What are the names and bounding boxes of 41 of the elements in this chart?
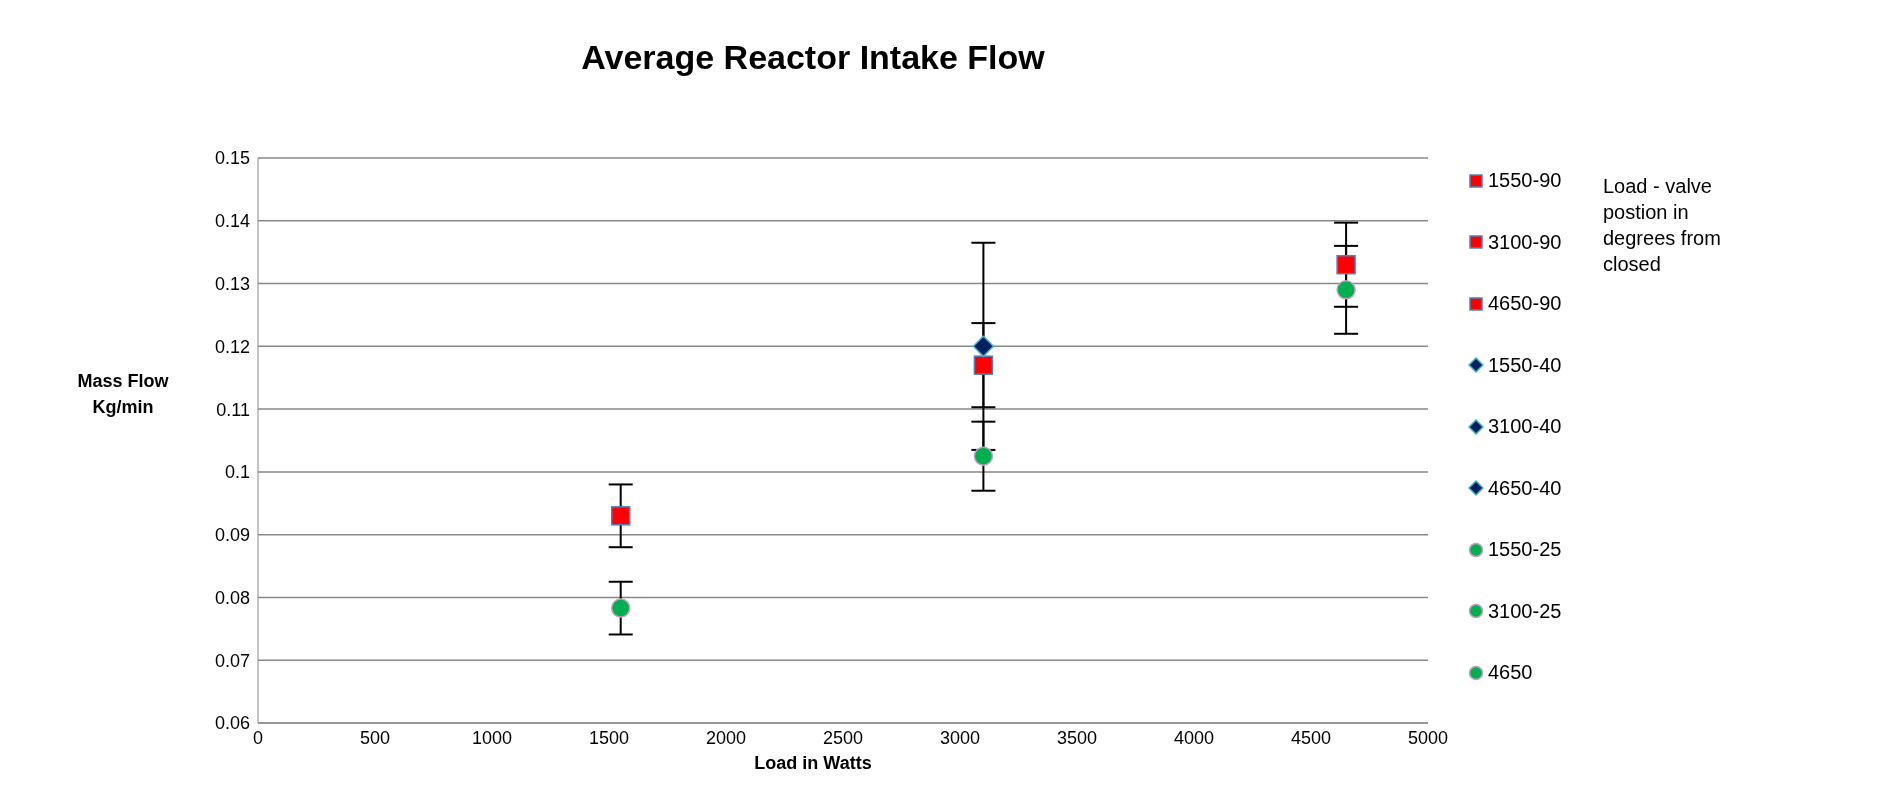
y-axis-title: Mass Flow Kg/min	[76, 370, 170, 419]
x-axis-title: Load in Watts	[753, 753, 873, 774]
x-tick-label: 3000	[939, 727, 981, 748]
x-tick-label: 500	[359, 727, 391, 748]
y-tick-label: 0.11	[216, 399, 250, 420]
legend-label: 3100-25	[1487, 598, 1562, 624]
x-tick-label: 3500	[1056, 727, 1098, 748]
chart-title: Average Reactor Intake Flow	[580, 38, 1046, 77]
x-tick-label: 5000	[1407, 727, 1449, 748]
point	[610, 506, 631, 526]
legend-title: Load - valve postion in degrees from closed	[1603, 174, 1722, 277]
point	[1336, 280, 1356, 300]
legend-label: 4650	[1487, 660, 1534, 686]
legend-label: 4650-40	[1487, 475, 1562, 501]
y-tick-label: 0.07	[214, 650, 250, 671]
legend-label: 3100-90	[1487, 229, 1562, 255]
x-tick-label: 4000	[1173, 727, 1215, 748]
y-tick-label: 0.13	[214, 273, 250, 294]
y-tick-label: 0.1	[224, 462, 250, 483]
y-tick-label: 0.08	[214, 587, 250, 608]
legend-label: 4650-90	[1487, 291, 1562, 317]
x-tick-label: 0	[252, 727, 264, 748]
x-tick-label: 4500	[1290, 727, 1332, 748]
x-tick-label: 2000	[705, 727, 747, 748]
x-tick-label: 1000	[471, 727, 513, 748]
legend-label: 1550-90	[1487, 168, 1562, 194]
y-tick-label: 0.12	[214, 336, 250, 357]
point	[1336, 254, 1356, 275]
legend-label: 1550-40	[1487, 352, 1562, 378]
y-tick-label: 0.15	[214, 148, 250, 169]
point	[973, 355, 994, 375]
point	[610, 598, 631, 618]
x-tick-label: 1500	[588, 727, 630, 748]
y-tick-label: 0.14	[214, 211, 250, 232]
legend-label: 1550-25	[1487, 537, 1562, 563]
point	[973, 446, 994, 466]
y-tick-label: 0.06	[214, 713, 250, 734]
x-tick-label: 2500	[822, 727, 864, 748]
y-tick-label: 0.09	[214, 525, 250, 546]
point	[972, 335, 995, 358]
legend-label: 3100-40	[1487, 414, 1562, 440]
